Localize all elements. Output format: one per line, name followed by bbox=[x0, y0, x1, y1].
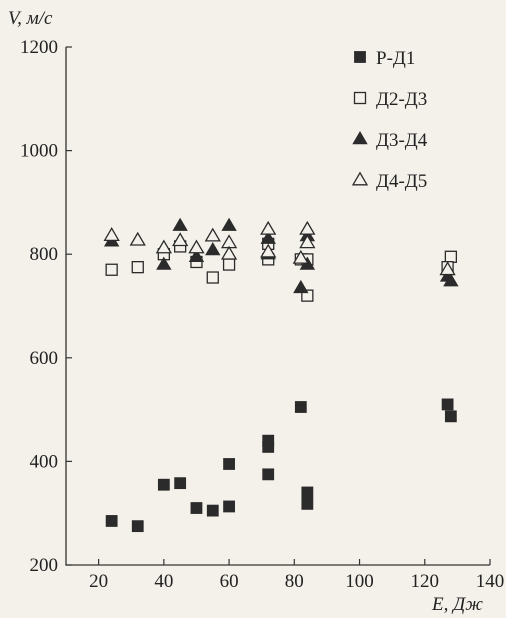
data-point bbox=[190, 502, 203, 514]
data-point bbox=[172, 217, 188, 231]
data-point bbox=[441, 398, 454, 411]
data-point bbox=[155, 239, 172, 254]
data-point bbox=[294, 401, 307, 413]
x-tick-label: 100 bbox=[345, 571, 374, 592]
legend-label: Д2-Д3 bbox=[376, 89, 427, 110]
x-axis-label: E, Дж bbox=[431, 594, 483, 615]
legend: Р-Д1 Д2-Д3 Д3-Д4 Д4-Д5 bbox=[351, 48, 428, 192]
legend-marker bbox=[354, 51, 366, 63]
ticks: 200 400 600 800 1000 1200 20 40 60 80 100 120 140 bbox=[20, 37, 504, 592]
data-point bbox=[103, 227, 120, 242]
data-point bbox=[301, 289, 314, 302]
data-point bbox=[260, 243, 277, 258]
legend-item: Д2-Д3 bbox=[353, 89, 427, 110]
y-tick-label: 200 bbox=[30, 555, 59, 576]
data-point bbox=[260, 220, 277, 235]
data-point bbox=[443, 273, 459, 287]
x-tick-label: 40 bbox=[154, 571, 173, 592]
data-point bbox=[188, 239, 205, 254]
y-tick-label: 600 bbox=[30, 348, 59, 369]
legend-item: Д4-Д5 bbox=[351, 171, 427, 192]
series-4 bbox=[103, 220, 456, 276]
y-tick-label: 1000 bbox=[20, 141, 58, 162]
data-point bbox=[262, 468, 275, 481]
y-axis-label: V, м/с bbox=[8, 8, 53, 29]
legend-item: Д3-Д4 bbox=[352, 130, 428, 151]
data-point bbox=[129, 231, 146, 246]
data-point bbox=[260, 230, 276, 244]
legend-marker bbox=[351, 171, 369, 186]
x-tick-label: 20 bbox=[89, 571, 108, 592]
x-tick-label: 80 bbox=[285, 571, 304, 592]
data-point bbox=[206, 504, 219, 517]
x-tick-label: 60 bbox=[220, 571, 239, 592]
data-point bbox=[299, 234, 316, 249]
data-point bbox=[301, 497, 314, 510]
data-point bbox=[131, 520, 144, 533]
legend-item: Р-Д1 bbox=[354, 48, 415, 69]
legend-marker bbox=[353, 91, 367, 105]
data-point bbox=[105, 263, 118, 276]
data-point bbox=[293, 279, 309, 294]
legend-label: Д3-Д4 bbox=[376, 130, 428, 151]
axes bbox=[65, 47, 490, 566]
data-point bbox=[444, 410, 457, 423]
data-point bbox=[105, 515, 118, 527]
legend-label: Р-Д1 bbox=[376, 48, 415, 69]
data-point bbox=[204, 227, 221, 242]
data-point bbox=[172, 232, 189, 247]
data-point bbox=[206, 271, 219, 284]
data-point bbox=[222, 258, 236, 271]
series-1 bbox=[105, 398, 457, 533]
data-point bbox=[131, 260, 144, 274]
x-tick-label: 120 bbox=[411, 571, 440, 592]
data-point bbox=[157, 478, 170, 491]
data-point bbox=[221, 217, 237, 231]
data-point bbox=[174, 477, 187, 490]
data-point bbox=[299, 220, 316, 235]
y-tick-label: 1200 bbox=[20, 37, 58, 58]
data-point bbox=[301, 486, 314, 499]
data-point bbox=[188, 248, 205, 262]
data-points bbox=[103, 217, 459, 533]
data-point bbox=[223, 500, 235, 513]
data-point bbox=[262, 434, 275, 447]
data-point bbox=[439, 261, 456, 276]
y-tick-label: 400 bbox=[30, 451, 59, 472]
axis-lines bbox=[65, 47, 490, 566]
legend-label: Д4-Д5 bbox=[376, 171, 427, 192]
data-point bbox=[292, 249, 309, 264]
series-3 bbox=[103, 217, 459, 294]
x-tick-label: 140 bbox=[476, 571, 505, 592]
data-point bbox=[220, 245, 238, 260]
y-tick-label: 800 bbox=[30, 244, 59, 265]
data-point bbox=[205, 242, 221, 256]
data-point bbox=[223, 458, 235, 470]
data-point bbox=[444, 250, 458, 263]
data-point bbox=[156, 256, 172, 270]
legend-marker bbox=[352, 131, 368, 145]
